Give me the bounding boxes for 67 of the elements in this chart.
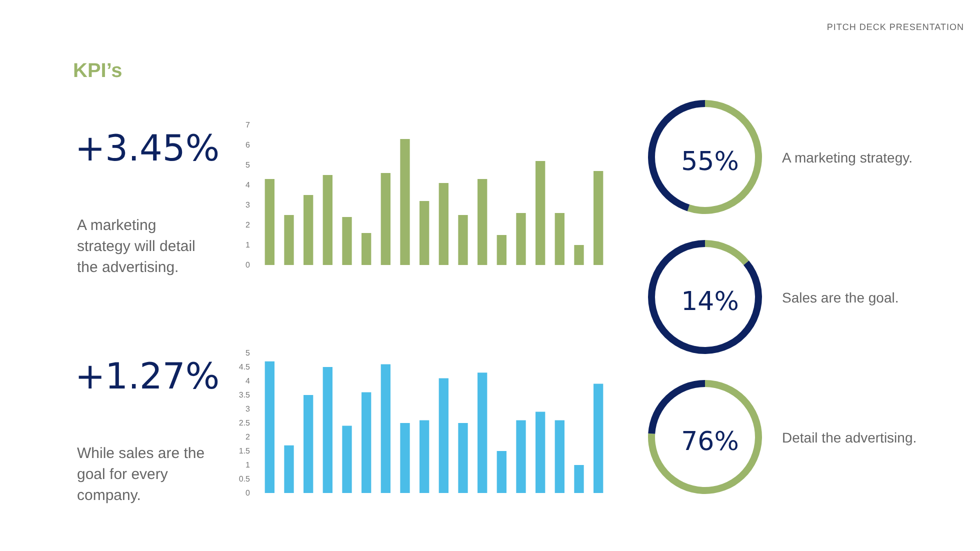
y-tick-label: 3 (246, 200, 251, 210)
y-tick-label: 0.5 (238, 474, 251, 484)
text: A marketing strategy will detail the advertising. (77, 217, 200, 276)
bar (574, 245, 584, 265)
bar (496, 235, 506, 265)
bar (496, 451, 506, 493)
bar (438, 183, 448, 265)
text: Detail the advertising. (782, 430, 917, 446)
bar (516, 420, 526, 493)
bar (478, 372, 488, 493)
y-tick-label: 3 (246, 404, 251, 414)
bar (362, 392, 372, 493)
bar (458, 423, 468, 493)
bar (284, 445, 294, 493)
bar (516, 213, 526, 265)
bar (264, 361, 274, 493)
y-tick-label: 5 (246, 348, 251, 358)
bar (478, 179, 488, 265)
y-tick-label: 2 (246, 432, 251, 442)
y-tick-label: 7 (246, 120, 251, 130)
chart-title: +3.45% (75, 128, 220, 170)
text: 14% (681, 287, 739, 317)
bar (554, 213, 564, 265)
chart-title: +1.27% (75, 356, 220, 398)
bar (594, 384, 604, 493)
bar (420, 201, 430, 265)
y-tick-label: 2 (246, 220, 251, 230)
y-tick-label: 4.5 (238, 362, 251, 372)
bar (342, 217, 352, 265)
bar (438, 378, 448, 493)
bar (362, 233, 372, 265)
bar (264, 179, 274, 265)
bar (554, 420, 564, 493)
bar (536, 412, 546, 493)
bar (284, 215, 294, 265)
y-tick-label: 5 (246, 160, 251, 170)
bar (304, 395, 314, 493)
bar (380, 173, 390, 265)
text: 76% (681, 427, 739, 457)
y-tick-label: 6 (246, 140, 251, 150)
bar (420, 420, 430, 493)
bar (322, 367, 332, 493)
y-tick-label: 4 (246, 180, 251, 190)
y-tick-label: 0 (246, 260, 251, 270)
text: Sales are the goal. (782, 290, 899, 306)
text: PITCH DECK PRESENTATION (826, 22, 964, 32)
text: KPI’s (73, 60, 122, 83)
bar (322, 175, 332, 265)
y-tick-label: 2.5 (238, 418, 251, 428)
bar (304, 195, 314, 265)
text: A marketing strategy. (782, 150, 912, 166)
bar (342, 426, 352, 493)
bar (458, 215, 468, 265)
y-tick-label: 0 (246, 488, 251, 498)
bar (594, 171, 604, 265)
bar (400, 139, 410, 265)
y-tick-label: 1.5 (238, 446, 251, 456)
text: While sales are the goal for every company. (77, 445, 209, 504)
y-tick-label: 4 (246, 376, 251, 386)
text: 55% (681, 147, 739, 177)
y-tick-label: 1 (246, 460, 251, 470)
y-tick-label: 3.5 (238, 390, 251, 400)
y-tick-label: 1 (246, 240, 251, 250)
bar (400, 423, 410, 493)
bar (536, 161, 546, 265)
bar (574, 465, 584, 493)
bar (380, 364, 390, 493)
